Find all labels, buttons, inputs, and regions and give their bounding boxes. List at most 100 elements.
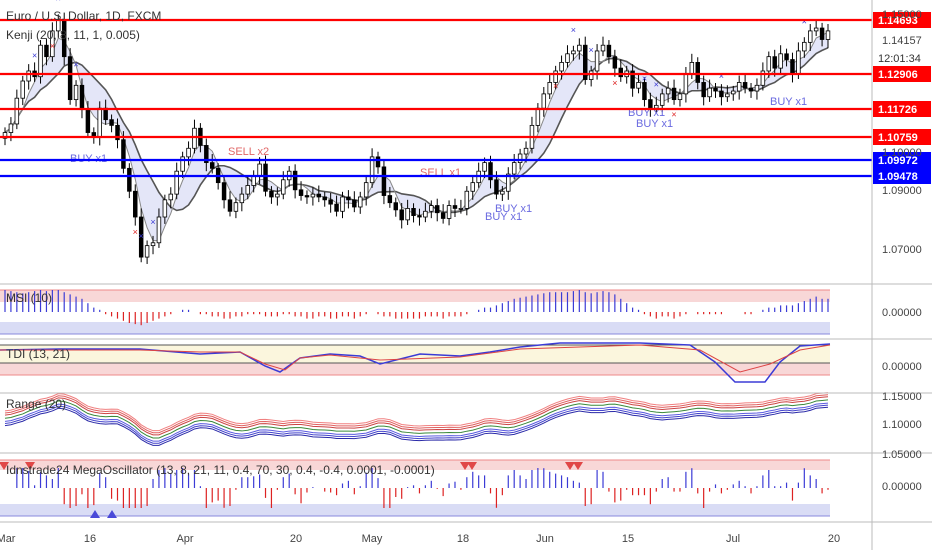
- candle-body: [399, 209, 404, 221]
- candle-body: [204, 145, 209, 164]
- time-tick-label: Mar: [0, 533, 16, 545]
- candle-body: [358, 196, 363, 208]
- candle-body: [802, 41, 807, 52]
- tdi-title: TDI (13, 21): [6, 347, 70, 361]
- price-level-tag: [873, 168, 931, 184]
- indicator-tick-label: 0.00000: [882, 361, 922, 373]
- candle-body: [600, 44, 606, 52]
- candle-body: [494, 179, 499, 195]
- candle-body: [506, 173, 511, 192]
- signal-marker: ×: [56, 0, 61, 3]
- price-levels[interactable]: 1.14693 1.12906 1.11726 1.10759 1.09972 1.094…: [0, 12, 931, 184]
- countdown-label: 12:01:34: [878, 53, 921, 65]
- candle-body: [144, 245, 150, 258]
- candle-body: [571, 50, 576, 55]
- signal-marker: ×: [612, 78, 617, 88]
- candle-body: [642, 82, 647, 101]
- candle-body: [695, 62, 700, 83]
- range-band-line: [4, 392, 829, 432]
- candle-body: [2, 132, 8, 139]
- candle-body: [808, 30, 813, 43]
- candle-body: [346, 196, 351, 201]
- candle-body: [209, 162, 215, 169]
- candle-body: [577, 44, 582, 52]
- candle-body: [790, 59, 795, 75]
- signal-marker: ×: [150, 217, 155, 227]
- candle-body: [292, 170, 298, 191]
- time-tick-label: 16: [84, 533, 96, 545]
- candle-body: [20, 80, 25, 99]
- candle-body: [8, 123, 14, 133]
- candle-body: [393, 202, 399, 211]
- candle-body: [683, 73, 689, 95]
- candle-body: [310, 193, 316, 198]
- candle-body: [707, 87, 712, 98]
- candle-body: [281, 179, 286, 195]
- price-tick-label: 1.09000: [882, 185, 922, 197]
- candle-body: [263, 163, 268, 192]
- candle-body: [328, 199, 333, 205]
- candle-body: [440, 212, 446, 219]
- price-level-tag: [873, 152, 931, 168]
- time-tick-label: 20: [828, 533, 840, 545]
- candle-body: [677, 93, 683, 101]
- last-price-label: 1.14157: [882, 35, 922, 47]
- range-band-line: [4, 404, 829, 444]
- candle-body: [26, 70, 31, 82]
- candle-body: [772, 56, 777, 69]
- candle-body: [748, 87, 754, 92]
- candle-body: [429, 205, 434, 212]
- candle-body: [67, 56, 73, 101]
- candle-body: [121, 139, 126, 169]
- time-tick-label: 15: [622, 533, 634, 545]
- range-band-line: [4, 406, 829, 446]
- candle-body: [446, 205, 452, 219]
- candle-body: [405, 208, 410, 221]
- tdi-panel: [0, 342, 831, 383]
- signal-marker: ×: [571, 25, 576, 35]
- range-band-line: [4, 402, 829, 442]
- candle-body: [482, 162, 487, 172]
- signal-marker: ×: [32, 51, 37, 61]
- candle-body: [594, 50, 600, 72]
- signal-marker: ×: [719, 71, 724, 81]
- range-title: Range (20): [6, 397, 66, 411]
- price-level-label: 1.11726: [878, 104, 917, 116]
- candle-body: [671, 87, 677, 101]
- candle-body: [138, 216, 144, 258]
- signal-annotation: BUY x1: [495, 203, 532, 215]
- signal-marker: ×: [671, 110, 676, 120]
- time-tick-label: 20: [290, 533, 302, 545]
- price-level-label: 1.14693: [878, 15, 918, 27]
- candle-body: [304, 195, 310, 198]
- candle-body: [470, 182, 475, 192]
- range-band-line: [4, 394, 829, 434]
- candle-body: [340, 196, 345, 212]
- time-tick-label: Jul: [726, 533, 740, 545]
- candle-body: [298, 189, 304, 196]
- signal-marker: ×: [73, 59, 78, 69]
- oscillator-signal-triangle: [573, 462, 583, 470]
- oscillator-signal-triangle: [460, 462, 470, 470]
- signal-annotation: SELL x1: [420, 167, 461, 179]
- candle-body: [636, 82, 641, 89]
- signal-annotation: BUY x1: [636, 118, 673, 130]
- price-level-label: 1.10759: [878, 132, 918, 144]
- price-level-label: 1.09478: [878, 171, 918, 183]
- range-band-line: [4, 396, 829, 436]
- candle-body: [417, 215, 422, 218]
- candle-body: [363, 182, 369, 198]
- candle-body: [192, 127, 197, 149]
- signal-marker: ×: [654, 79, 659, 89]
- candle-body: [796, 50, 801, 75]
- tdi-signal: [0, 344, 831, 373]
- time-tick-label: Jun: [536, 533, 554, 545]
- candle-body: [535, 107, 541, 126]
- candle-body: [825, 30, 831, 40]
- candle-body: [257, 163, 262, 176]
- signal-marker: ×: [139, 231, 144, 241]
- price-tick-label: 1.15000: [882, 9, 922, 21]
